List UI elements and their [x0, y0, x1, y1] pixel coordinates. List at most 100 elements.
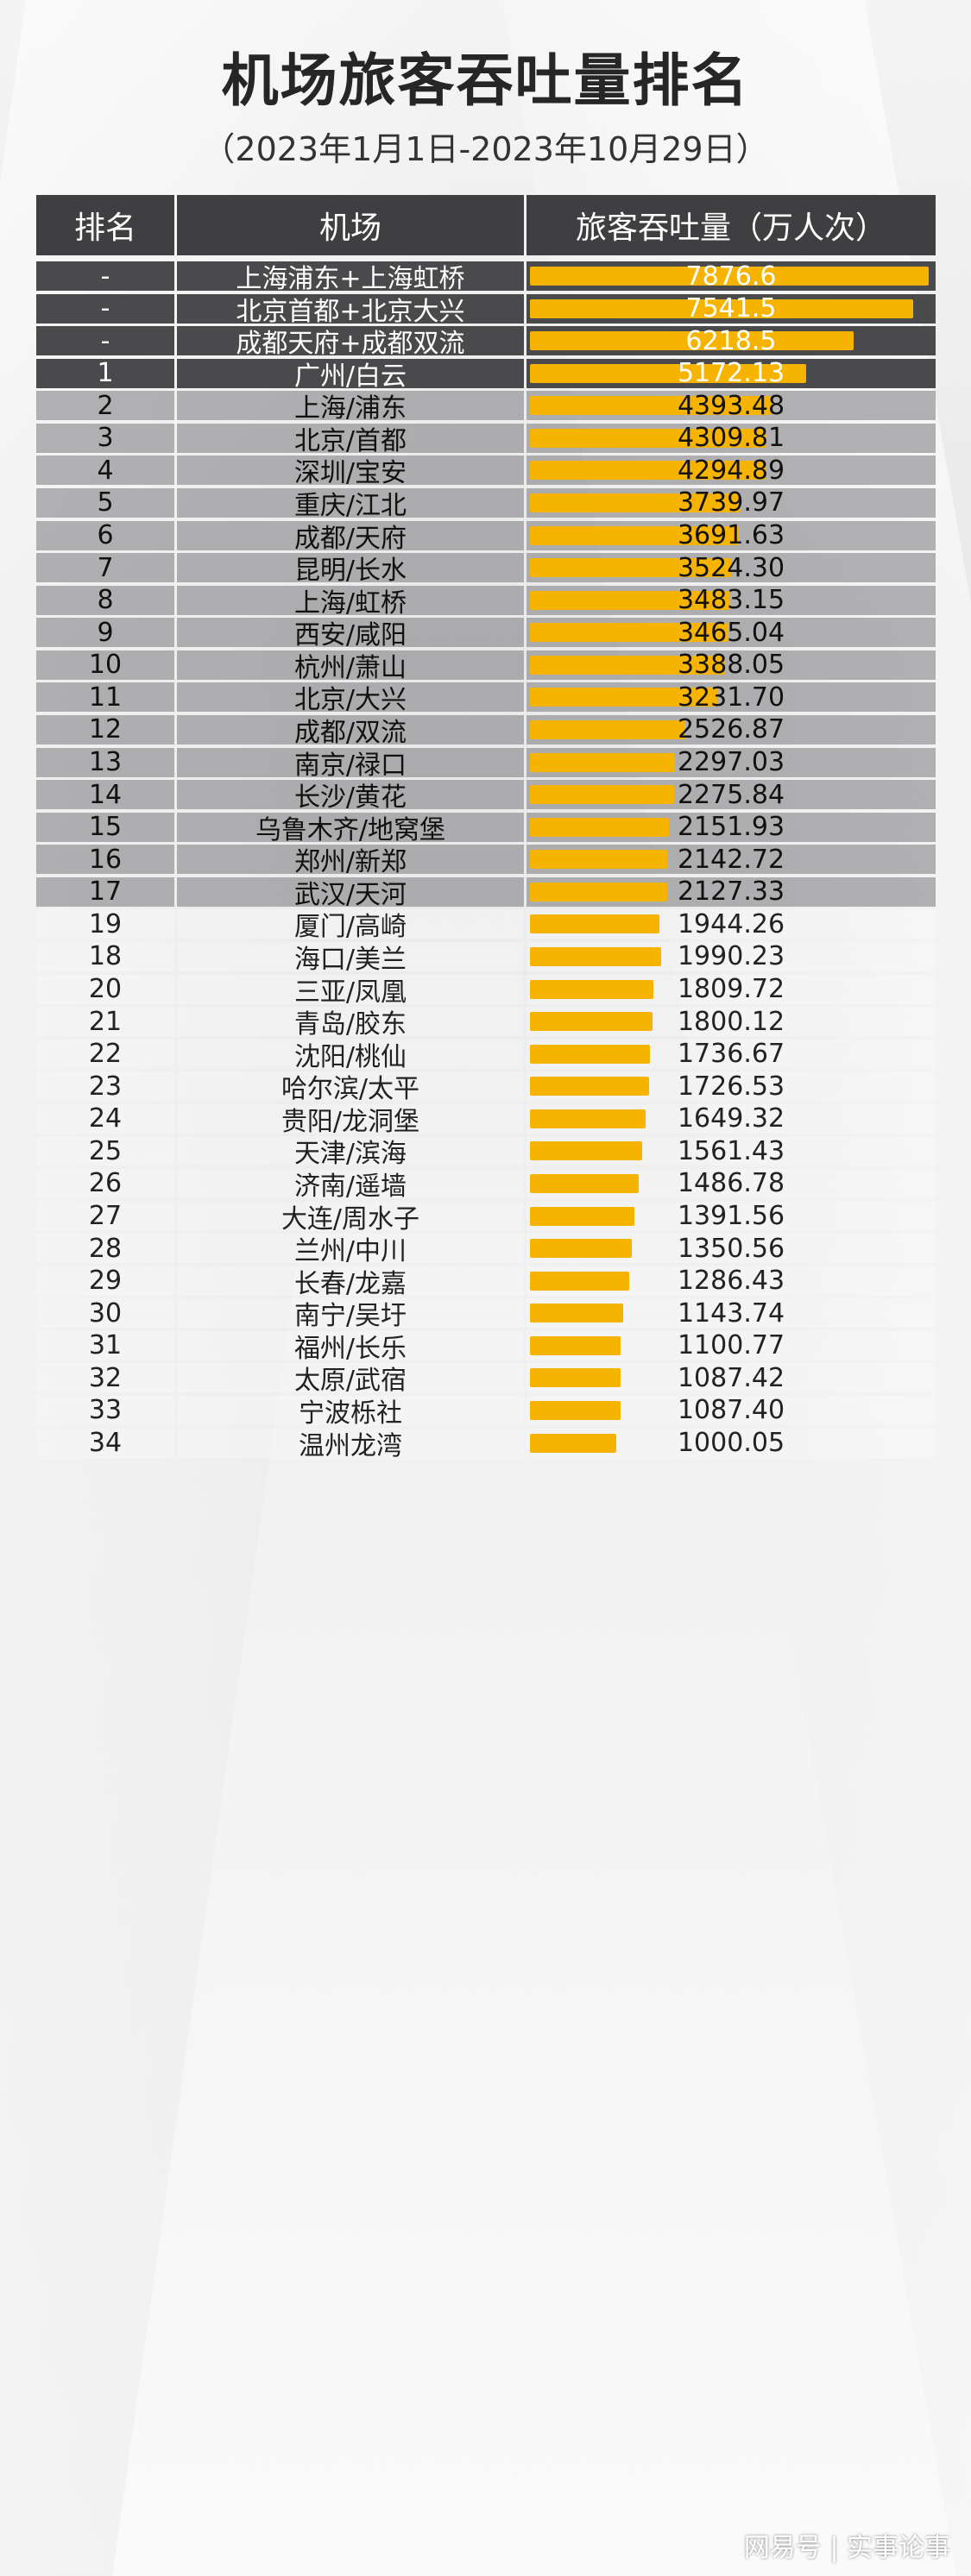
rank-cell: 17 [36, 876, 174, 907]
rank-cell: 26 [36, 1168, 174, 1198]
table-row: 18 海口/美兰 1990.23 [36, 941, 936, 975]
table-row: 1 广州/白云 5172.13 [36, 358, 936, 392]
throughput-cell: 3483.15 [526, 585, 936, 615]
airport-cell: 北京/大兴 [177, 682, 524, 715]
throughput-value: 1726.53 [677, 1071, 785, 1102]
airport-cell: 哈尔滨/太平 [177, 1071, 524, 1104]
table-row: 10 杭州/萧山 3388.05 [36, 650, 936, 683]
table-row: 33 宁波栎社 1087.40 [36, 1395, 936, 1429]
table-row: 29 长春/龙嘉 1286.43 [36, 1266, 936, 1299]
watermark: 网易号 | 实事论事 [743, 2533, 950, 2563]
table-row: 30 南宁/吴圩 1143.74 [36, 1297, 936, 1331]
throughput-cell: 3388.05 [526, 650, 936, 680]
throughput-value: 1809.72 [677, 974, 785, 1005]
airport-cell: 上海/浦东 [177, 391, 524, 424]
table-row: 32 太原/武宿 1087.42 [36, 1363, 936, 1396]
table-row: 7 昆明/长水 3524.30 [36, 553, 936, 586]
throughput-bar [530, 1239, 633, 1259]
airport-cell: 杭州/萧山 [177, 650, 524, 683]
throughput-value: 1087.40 [677, 1395, 785, 1426]
airport-cell: 北京首都+北京大兴 [177, 293, 524, 327]
header-throughput: 旅客吞吐量（万人次） [526, 195, 936, 255]
rank-cell: 7 [36, 553, 174, 583]
table-row: 22 沈阳/桃仙 1736.67 [36, 1039, 936, 1072]
rank-cell: 27 [36, 1201, 174, 1231]
table-row: 27 大连/周水子 1391.56 [36, 1201, 936, 1235]
throughput-bar [530, 655, 725, 675]
airport-cell: 重庆/江北 [177, 487, 524, 521]
throughput-cell: 3524.30 [526, 553, 936, 583]
rank-cell: - [36, 293, 174, 324]
throughput-value: 7876.6 [685, 261, 777, 292]
table-row: 11 北京/大兴 3231.70 [36, 682, 936, 715]
throughput-bar [530, 558, 731, 578]
airport-cell: 海口/美兰 [177, 941, 524, 975]
table-row: 26 济南/遥墙 1486.78 [36, 1168, 936, 1202]
rank-cell: 12 [36, 714, 174, 745]
airport-cell: 天津/滨海 [177, 1136, 524, 1169]
airport-cell: 三亚/凤凰 [177, 974, 524, 1008]
throughput-value: 6218.5 [685, 325, 777, 356]
table-row: 14 长沙/黄花 2275.84 [36, 780, 936, 813]
throughput-value: 4393.48 [677, 390, 785, 421]
throughput-value: 1944.26 [677, 908, 785, 939]
table-row: - 上海浦东+上海虹桥 7876.6 [36, 261, 936, 294]
table-row: 5 重庆/江北 3739.97 [36, 487, 936, 521]
airport-cell: 福州/长乐 [177, 1330, 524, 1364]
throughput-bar [530, 1433, 616, 1453]
rank-cell: 30 [36, 1298, 174, 1329]
table-row: 21 青岛/胶东 1800.12 [36, 1007, 936, 1040]
throughput-cell: 3465.04 [526, 618, 936, 648]
table-row: - 北京首都+北京大兴 7541.5 [36, 293, 936, 327]
throughput-bar [530, 1173, 639, 1193]
rank-cell: 11 [36, 682, 174, 713]
throughput-bar [530, 979, 653, 999]
throughput-bar [530, 590, 729, 610]
table-row: 13 南京/禄口 2297.03 [36, 747, 936, 781]
header-airport: 机场 [177, 195, 524, 255]
throughput-value: 2142.72 [677, 844, 785, 875]
throughput-cell: 1350.56 [526, 1234, 936, 1264]
page-title: 机场旅客吞吐量排名 [221, 47, 750, 114]
throughput-cell: 1087.42 [526, 1363, 936, 1393]
throughput-bar [530, 946, 662, 966]
throughput-value: 1143.74 [677, 1297, 785, 1329]
throughput-bar [530, 396, 771, 416]
throughput-cell: 2526.87 [526, 714, 936, 745]
throughput-bar [530, 850, 669, 870]
table-row: 9 西安/咸阳 3465.04 [36, 618, 936, 650]
header-rank: 排名 [36, 195, 174, 255]
throughput-bar [530, 331, 854, 351]
throughput-cell: 1649.32 [526, 1103, 936, 1134]
throughput-cell: 3739.97 [526, 487, 936, 518]
airport-cell: 青岛/胶东 [177, 1007, 524, 1040]
rank-cell: 21 [36, 1007, 174, 1037]
throughput-bar [530, 1335, 621, 1355]
throughput-bar [530, 1077, 650, 1096]
airport-cell: 大连/周水子 [177, 1201, 524, 1235]
throughput-bar [530, 1368, 621, 1388]
throughput-cell: 1736.67 [526, 1039, 936, 1069]
airport-cell: 贵阳/龙洞堡 [177, 1103, 524, 1137]
rank-cell: 18 [36, 941, 174, 971]
airport-cell: 济南/遥墙 [177, 1168, 524, 1202]
throughput-bar [530, 785, 675, 805]
table-header: 排名 机场 旅客吞吐量（万人次） [36, 195, 936, 255]
airport-cell: 沈阳/桃仙 [177, 1039, 524, 1072]
throughput-cell: 1087.40 [526, 1395, 936, 1426]
throughput-bar [530, 267, 929, 286]
rank-cell: 4 [36, 456, 174, 486]
throughput-value: 1000.05 [677, 1428, 785, 1459]
airport-cell: 成都/双流 [177, 714, 524, 748]
airport-cell: 长沙/黄花 [177, 780, 524, 813]
rank-cell: 2 [36, 391, 174, 421]
page-subtitle: （2023年1月1日-2023年10月29日） [202, 130, 769, 168]
rank-cell: 22 [36, 1039, 174, 1069]
throughput-bar [530, 363, 806, 383]
throughput-value: 7541.5 [685, 293, 777, 324]
rank-cell: 1 [36, 358, 174, 388]
airport-cell: 深圳/宝安 [177, 456, 524, 488]
airport-cell: 武汉/天河 [177, 876, 524, 910]
throughput-cell: 4309.81 [526, 423, 936, 453]
rank-cell: 13 [36, 747, 174, 777]
